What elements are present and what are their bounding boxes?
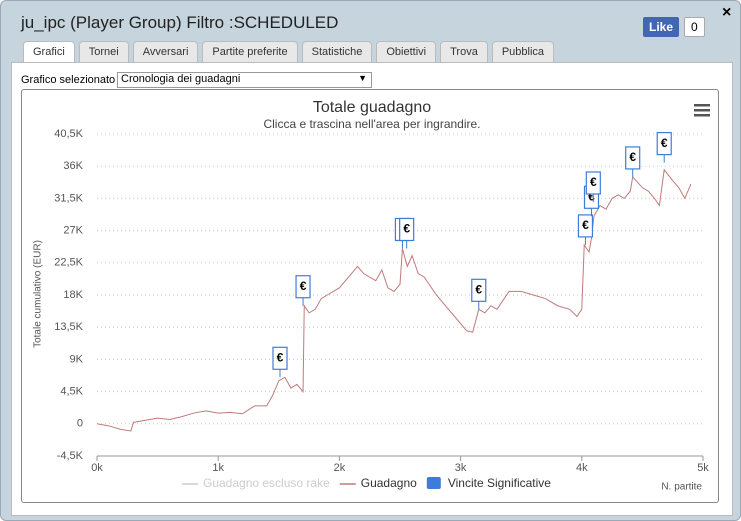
flag: € <box>295 275 311 306</box>
x-axis-label: N. partite <box>661 482 702 493</box>
flag-label: € <box>629 150 636 164</box>
flag: € <box>577 214 594 245</box>
y-tick-label: 4,5K <box>60 386 83 398</box>
flag-label: € <box>277 350 284 364</box>
chart-subtitle: Clicca e trascina nell'area per ingrandi… <box>263 117 480 131</box>
flag-box <box>295 275 311 299</box>
x-tick-label: 1k <box>212 462 224 474</box>
y-axis-label: Totale cumulativo (EUR) <box>33 240 44 348</box>
flag-label: € <box>588 189 595 203</box>
tab[interactable]: Avversari <box>132 41 199 62</box>
y-tick-label: 0 <box>77 418 83 430</box>
flag-box <box>272 346 288 370</box>
y-tick-label: 9K <box>70 353 84 365</box>
flag: € <box>625 146 641 177</box>
flag-box <box>471 278 487 302</box>
flag-label: € <box>475 282 482 296</box>
tab[interactable]: Tornei <box>78 41 129 62</box>
y-tick-label: 36K <box>63 160 83 172</box>
flag-box <box>577 214 594 238</box>
tabs: Grafici Tornei Avversari Partite preferite S… <box>23 41 555 62</box>
like-widget: Like 0 <box>643 17 705 37</box>
flag: € <box>585 171 601 202</box>
tab[interactable]: Partite preferite <box>202 41 298 62</box>
chart: Totale guadagno Clicca e trascina nell'a… <box>21 89 719 503</box>
flag-label: € <box>582 218 589 232</box>
flag-label: € <box>590 175 597 189</box>
y-tick-label: 22,5K <box>54 257 83 269</box>
selector-value: Cronologia dei guadagni <box>121 73 241 85</box>
flag: € <box>272 346 288 378</box>
x-tick-label: 4k <box>576 462 588 474</box>
tab[interactable]: Obiettivi <box>376 41 437 62</box>
tab[interactable]: Pubblica <box>491 41 555 62</box>
y-tick-label: 13,5K <box>54 321 83 333</box>
tab[interactable]: Trova <box>440 41 488 62</box>
y-tick-label: 18K <box>63 289 83 301</box>
x-tick-label: 3k <box>455 462 467 474</box>
window-title: ju_ipc (Player Group) Filtro :SCHEDULED <box>21 13 339 32</box>
y-tick-label: 27K <box>63 225 83 237</box>
legend-label: Vincite Significative <box>448 476 551 490</box>
y-tick-label: 31,5K <box>54 192 83 204</box>
legend-label: Guadagno escluso rake <box>203 476 330 490</box>
y-tick-label: 40,5K <box>54 128 83 140</box>
legend-item[interactable]: Vincite Significative <box>426 476 551 490</box>
y-tick-label: -4,5K <box>57 450 84 462</box>
x-tick-label: 2k <box>334 462 346 474</box>
like-button[interactable]: Like <box>643 17 680 37</box>
flag-label: € <box>403 222 410 236</box>
x-tick-label: 0k <box>91 462 103 474</box>
flag-label: € <box>300 279 307 293</box>
flag: € <box>471 278 487 310</box>
like-count: 0 <box>684 17 705 37</box>
flag-label: € <box>661 136 668 150</box>
legend-label: Guadagno <box>361 476 417 490</box>
close-button[interactable]: × <box>722 4 732 21</box>
menu-icon[interactable] <box>694 104 710 117</box>
flag-box <box>625 146 641 170</box>
flag-box <box>585 171 601 195</box>
legend-swatch <box>426 477 441 489</box>
dropdown-arrow: ▼ <box>358 73 367 83</box>
line <box>96 168 692 432</box>
legend-item[interactable]: Guadagno <box>339 476 417 490</box>
chart-title: Totale guadagno <box>313 99 431 116</box>
flag: € <box>656 132 672 163</box>
flag-box <box>399 217 415 242</box>
panel: Grafico selezionato Cronologia dei guada… <box>11 62 733 516</box>
selector[interactable]: Cronologia dei guadagni ▼ <box>117 72 372 88</box>
x-tick-label: 5k <box>697 462 709 474</box>
selector-label: Grafico selezionato <box>21 74 116 86</box>
flag: € <box>399 217 415 249</box>
tab[interactable]: Statistiche <box>301 41 373 62</box>
flag-box <box>656 132 672 156</box>
tab[interactable]: Grafici <box>23 41 75 62</box>
legend-item[interactable]: Guadagno escluso rake <box>182 476 330 490</box>
